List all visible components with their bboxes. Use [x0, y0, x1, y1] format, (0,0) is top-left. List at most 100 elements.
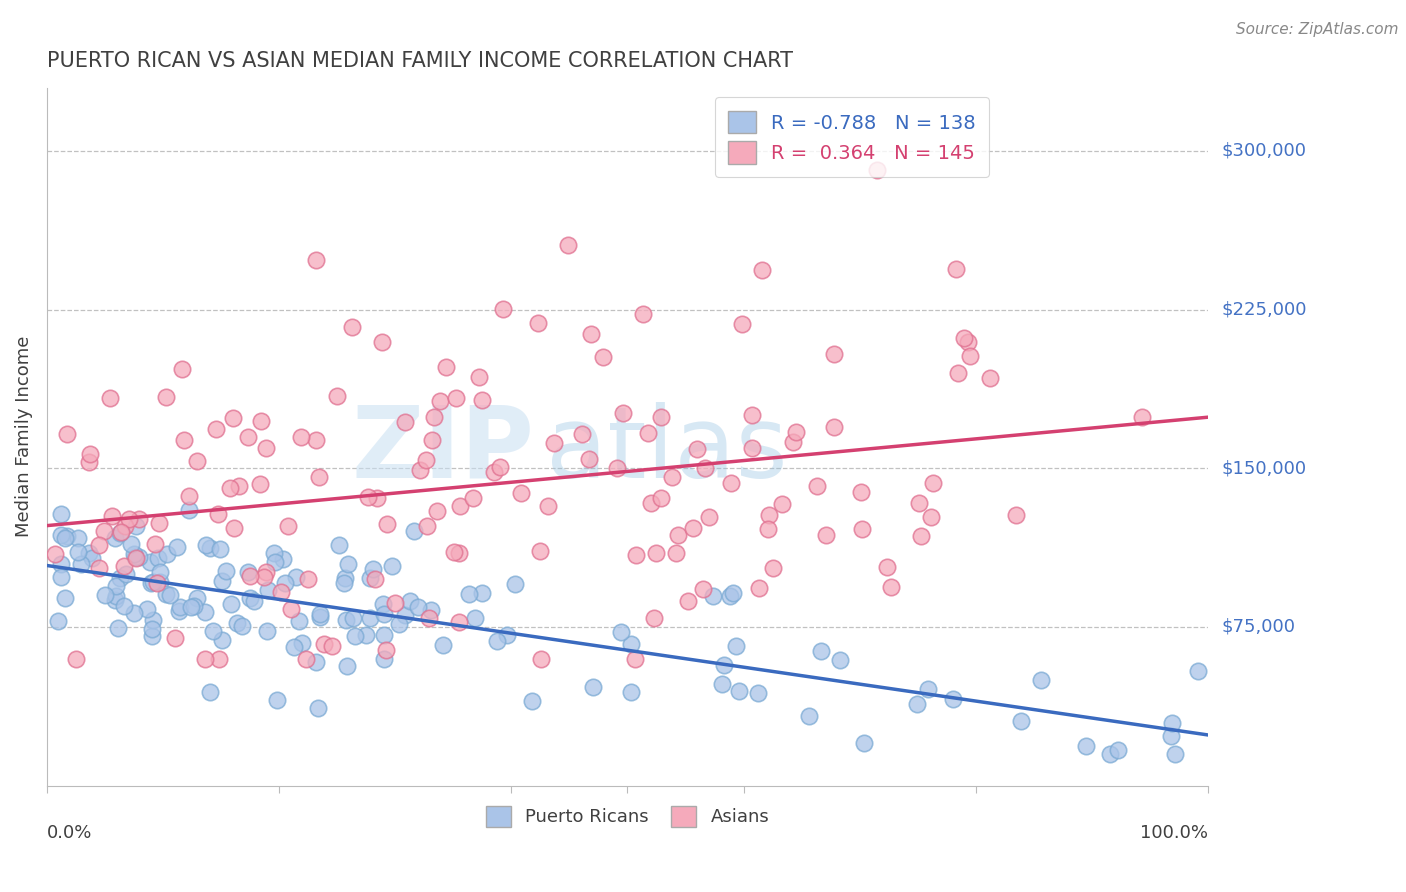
Text: atlas: atlas [546, 402, 787, 499]
Point [434, 359, 457, 374]
Point [243, 594, 266, 608]
Point [297, 572, 319, 586]
Point [207, 507, 229, 521]
Point [953, 331, 976, 345]
Point [143, 537, 166, 551]
Point [156, 547, 179, 561]
Point [124, 550, 146, 565]
Point [748, 581, 770, 595]
Text: $225,000: $225,000 [1222, 301, 1308, 318]
Point [128, 512, 150, 526]
Point [56, 426, 79, 441]
Point [356, 628, 378, 642]
Point [713, 658, 735, 673]
Point [149, 565, 172, 579]
Point [710, 677, 733, 691]
Point [543, 435, 565, 450]
Point [180, 600, 202, 615]
Point [146, 576, 169, 591]
Point [202, 624, 225, 638]
Point [359, 611, 381, 625]
Point [610, 624, 633, 639]
Point [305, 434, 328, 448]
Point [702, 590, 724, 604]
Point [623, 651, 645, 665]
Point [179, 503, 201, 517]
Point [905, 697, 928, 711]
Point [321, 639, 343, 653]
Point [375, 517, 398, 532]
Point [146, 551, 169, 566]
Point [142, 613, 165, 627]
Point [956, 334, 979, 349]
Point [384, 596, 406, 610]
Point [644, 546, 666, 560]
Point [305, 655, 328, 669]
Point [89, 539, 111, 553]
Point [747, 686, 769, 700]
Point [815, 528, 838, 542]
Point [578, 451, 600, 466]
Point [398, 594, 420, 608]
Point [108, 571, 131, 585]
Point [104, 579, 127, 593]
Point [1130, 410, 1153, 425]
Point [959, 349, 981, 363]
Point [650, 491, 672, 505]
Point [79, 447, 101, 461]
Point [361, 562, 384, 576]
Point [215, 564, 238, 578]
Point [606, 460, 628, 475]
Point [264, 555, 287, 569]
Point [1160, 716, 1182, 731]
Point [357, 490, 380, 504]
Point [104, 531, 127, 545]
Point [447, 615, 470, 630]
Point [910, 529, 932, 543]
Point [221, 597, 243, 611]
Point [266, 693, 288, 707]
Point [371, 597, 394, 611]
Point [1187, 664, 1209, 678]
Point [592, 350, 614, 364]
Point [633, 307, 655, 321]
Point [942, 692, 965, 706]
Point [676, 594, 699, 608]
Point [806, 479, 828, 493]
Point [159, 588, 181, 602]
Point [112, 599, 135, 613]
Point [239, 569, 262, 583]
Point [851, 522, 873, 536]
Point [336, 658, 359, 673]
Point [169, 599, 191, 614]
Point [492, 302, 515, 317]
Point [373, 652, 395, 666]
Point [429, 394, 451, 409]
Point [328, 538, 350, 552]
Point [277, 518, 299, 533]
Point [288, 615, 311, 629]
Point [309, 610, 332, 624]
Point [371, 335, 394, 350]
Point [335, 613, 357, 627]
Point [253, 570, 276, 584]
Point [693, 461, 716, 475]
Point [87, 561, 110, 575]
Point [56, 529, 79, 543]
Point [273, 551, 295, 566]
Point [404, 524, 426, 538]
Point [823, 347, 845, 361]
Point [200, 541, 222, 555]
Point [510, 486, 533, 500]
Point [496, 628, 519, 642]
Point [122, 606, 145, 620]
Point [166, 540, 188, 554]
Point [110, 524, 132, 539]
Point [464, 611, 486, 625]
Point [93, 524, 115, 538]
Point [98, 391, 121, 405]
Point [228, 479, 250, 493]
Point [337, 557, 360, 571]
Point [420, 603, 443, 617]
Point [409, 463, 432, 477]
